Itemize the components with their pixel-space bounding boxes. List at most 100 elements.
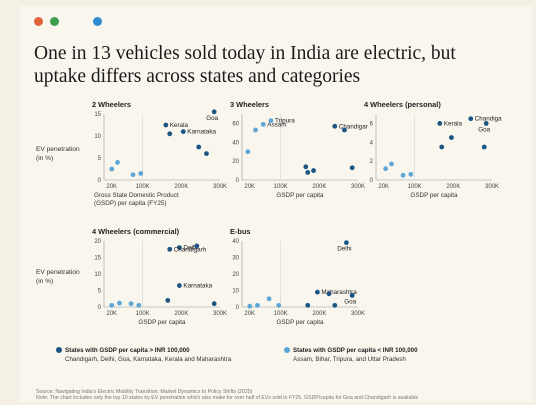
y-tick-label: 0 xyxy=(370,178,374,184)
data-point-karnataka xyxy=(180,129,186,134)
data-point-kerala xyxy=(163,122,169,128)
x-tick-label: 100K xyxy=(136,184,150,190)
data-point xyxy=(167,131,173,137)
decor-dot-green xyxy=(50,17,59,26)
x-tick-label: 200K xyxy=(446,184,460,190)
y-tick-label: 40 xyxy=(232,140,239,146)
point-label: Chandigarh xyxy=(475,116,502,123)
x-tick-label: 300K xyxy=(213,184,227,190)
data-point xyxy=(311,168,316,173)
chart-svg: 3 Wheelers 0 20 40 60 20K 100K 200K 300K AssamTri… xyxy=(230,100,368,199)
data-point xyxy=(439,144,445,150)
data-point xyxy=(109,166,115,172)
point-label: Assam xyxy=(267,121,286,128)
x-tick-label: 300K xyxy=(485,184,499,190)
x-axis-label: GSDP per capita xyxy=(410,192,458,199)
source-text: Source: Navigating India's Electric Mobi… xyxy=(36,389,253,395)
point-label: Kerala xyxy=(170,122,189,129)
y-tick-label: 6 xyxy=(370,121,374,127)
data-point xyxy=(342,127,347,133)
x-tick-label: 100K xyxy=(274,184,288,190)
data-point xyxy=(266,296,272,302)
data-point-chandigarh xyxy=(468,116,474,122)
y-tick-label: 10 xyxy=(232,289,239,295)
y-tick-label: 20 xyxy=(94,239,101,245)
data-point xyxy=(383,166,389,172)
data-point xyxy=(389,161,394,167)
data-point-assam xyxy=(260,121,266,127)
point-label: Tripura xyxy=(275,118,295,125)
data-point xyxy=(400,172,406,178)
point-label: Chandigarh xyxy=(174,246,207,253)
legend-light: States with GSDP per capita < INR 100,00… xyxy=(284,346,503,364)
point-label: Kerala xyxy=(444,120,463,127)
data-point xyxy=(194,243,200,249)
x-axis-label: GSDP per capita xyxy=(138,319,186,326)
chart-svg: 4 Wheelers (personal) 0 2 4 6 20K 100K 200K 300K… xyxy=(364,100,502,199)
data-point xyxy=(481,144,487,150)
y-axis-label-bottom: EV penetration (in %) xyxy=(36,269,80,285)
point-label: Goa xyxy=(206,115,218,122)
data-point xyxy=(247,303,253,309)
y-tick-label: 0 xyxy=(236,178,240,184)
y-tick-label: 5 xyxy=(98,289,102,295)
point-label: Goa xyxy=(478,126,490,133)
panel-4-wheelers-commercial: 4 Wheelers (commercial) 0 5 10 15 20 20K 100K 20… xyxy=(90,225,230,335)
y-tick-label: 10 xyxy=(94,272,101,278)
x-tick-label: 200K xyxy=(312,311,326,317)
y-tick-label: 15 xyxy=(94,112,101,118)
decor-dot-blue xyxy=(93,17,102,26)
panel-4-wheelers-personal: 4 Wheelers (personal) 0 2 4 6 20K 100K 200K 300K… xyxy=(362,98,502,208)
y-tick-label: 0 xyxy=(98,178,102,184)
data-point xyxy=(204,151,209,156)
legend-dark-swatch xyxy=(56,347,62,353)
x-tick-label: 100K xyxy=(274,311,288,317)
data-point xyxy=(115,160,120,165)
data-point-chandigarh xyxy=(167,246,173,252)
data-point xyxy=(211,301,217,307)
data-point xyxy=(136,302,142,308)
panel-title: 3 Wheelers xyxy=(230,100,269,109)
x-tick-label: 200K xyxy=(312,184,326,190)
panel-e-bus: E-bus 0 10 20 30 40 20K 100K 200K 300K Delhi Mahara… xyxy=(228,225,368,335)
x-axis-label: GSDP per capita xyxy=(276,319,324,326)
decor-dot-orange xyxy=(34,17,43,26)
legend-dark: States with GSDP per capita > INR 100,00… xyxy=(56,346,305,364)
data-point-goa xyxy=(349,293,355,298)
point-label: Goa xyxy=(344,298,356,305)
x-tick-label: 20K xyxy=(106,184,117,190)
x-tick-label: 20K xyxy=(106,311,117,317)
panel-title: 2 Wheelers xyxy=(92,100,131,109)
data-point-karnataka xyxy=(177,283,182,288)
y-tick-label: 20 xyxy=(232,272,239,278)
card xyxy=(20,6,532,402)
data-point xyxy=(326,291,332,297)
data-point xyxy=(128,301,134,307)
data-point xyxy=(408,171,414,177)
data-point xyxy=(138,171,144,176)
data-point xyxy=(276,302,282,308)
footer: Source: Navigating India's Electric Mobi… xyxy=(36,389,516,402)
y-tick-label: 20 xyxy=(232,159,239,165)
data-point-maharashtra xyxy=(315,289,320,295)
data-point-tripura xyxy=(268,118,274,123)
y-axis-label-top: EV penetration (in %) xyxy=(36,146,80,162)
y-tick-label: 60 xyxy=(232,121,239,127)
x-tick-label: 200K xyxy=(174,184,188,190)
x-tick-label: 300K xyxy=(351,311,365,317)
data-point xyxy=(117,300,122,306)
legend-light-members: Assam, Bihar, Tripura, and Uttar Pradesh xyxy=(293,356,406,363)
y-tick-label: 30 xyxy=(232,256,239,262)
data-point xyxy=(253,127,258,133)
data-point-chandigarh xyxy=(332,123,338,129)
panel-title: 4 Wheelers (commercial) xyxy=(92,227,180,236)
x-tick-label: 300K xyxy=(213,311,227,317)
data-point xyxy=(332,302,338,308)
x-tick-label: 200K xyxy=(174,311,188,317)
data-point xyxy=(130,172,136,178)
legend-light-swatch xyxy=(284,347,290,353)
x-axis-label: Gross State Domestic Product xyxy=(94,192,179,199)
x-tick-label: 20K xyxy=(244,311,255,317)
y-tick-label: 40 xyxy=(232,239,239,245)
x-tick-label: 300K xyxy=(351,184,365,190)
